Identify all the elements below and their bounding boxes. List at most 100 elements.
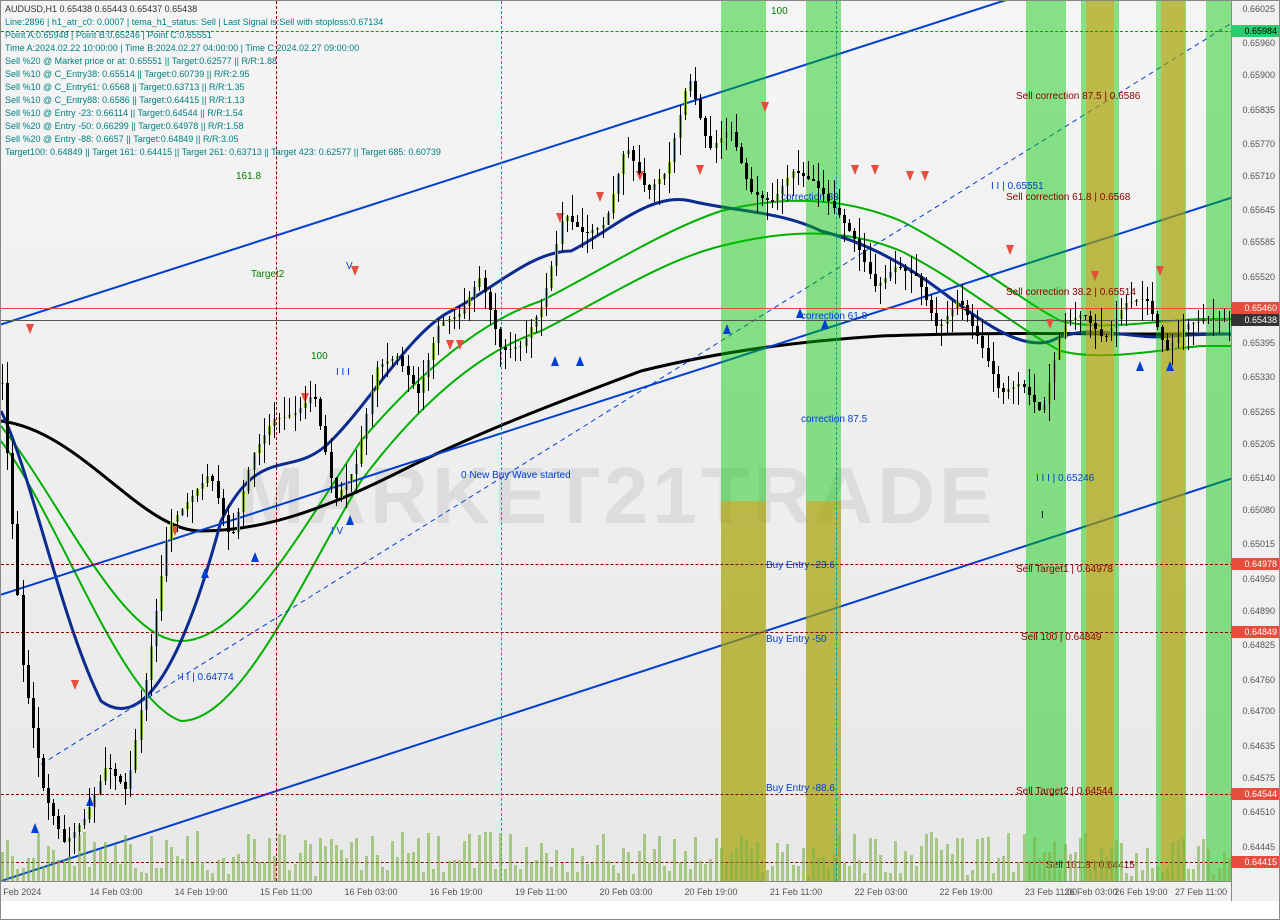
volume-bar bbox=[391, 841, 394, 881]
candle bbox=[884, 278, 887, 283]
y-tick: 0.64700 bbox=[1242, 706, 1275, 716]
candle bbox=[509, 349, 512, 350]
candle bbox=[869, 262, 872, 274]
volume-bar bbox=[47, 846, 50, 881]
info-overlay: AUDUSD,H1 0.65438 0.65443 0.65437 0.6543… bbox=[5, 3, 441, 159]
chart-annotation: correction 87.5 bbox=[801, 414, 867, 425]
volume-bar bbox=[525, 847, 528, 881]
chart-annotation: Target2 bbox=[251, 269, 284, 280]
volume-bar bbox=[1038, 858, 1041, 881]
volume-bar bbox=[617, 873, 620, 881]
candle bbox=[571, 216, 574, 221]
volume-bar bbox=[1177, 841, 1180, 881]
candle bbox=[930, 300, 933, 313]
candle bbox=[561, 221, 564, 243]
volume-bar bbox=[350, 842, 353, 881]
candle bbox=[904, 268, 907, 271]
volume-bar bbox=[925, 834, 928, 881]
volume-bar bbox=[858, 860, 861, 881]
candle bbox=[150, 646, 153, 679]
arrow-down-icon bbox=[871, 165, 879, 175]
candle bbox=[32, 698, 35, 728]
candle bbox=[134, 740, 137, 770]
volume-bar bbox=[643, 834, 646, 881]
volume-bar bbox=[874, 839, 877, 881]
candle bbox=[694, 81, 697, 99]
volume-bar bbox=[484, 832, 487, 881]
volume-bar bbox=[176, 856, 179, 881]
candle bbox=[1048, 382, 1051, 404]
volume-bar bbox=[956, 838, 959, 881]
arrow-down-icon bbox=[1091, 271, 1099, 281]
volume-bar bbox=[442, 872, 445, 881]
candle bbox=[725, 132, 728, 137]
volume-bar bbox=[288, 870, 291, 881]
volume-bar bbox=[935, 838, 938, 881]
candle bbox=[63, 829, 66, 842]
volume-bar bbox=[1218, 868, 1221, 881]
volume-bar bbox=[186, 836, 189, 881]
candle bbox=[52, 803, 55, 816]
candle bbox=[237, 512, 240, 533]
volume-bar bbox=[530, 863, 533, 881]
y-tick: 0.65520 bbox=[1242, 272, 1275, 282]
candle bbox=[781, 186, 784, 194]
candle bbox=[822, 188, 825, 195]
volume-bar bbox=[73, 866, 76, 881]
candle bbox=[314, 397, 317, 399]
candle bbox=[540, 307, 543, 317]
candle bbox=[499, 329, 502, 347]
volume-bar bbox=[191, 863, 194, 881]
volume-bar bbox=[468, 834, 471, 881]
candle bbox=[1218, 320, 1221, 321]
candle bbox=[253, 453, 256, 469]
candle bbox=[1151, 301, 1154, 314]
candle bbox=[119, 776, 122, 783]
chart-area[interactable]: MARKET21TRADE AUDUSD,H1 0.65438 0.65443 … bbox=[1, 1, 1233, 901]
volume-bar bbox=[1141, 870, 1144, 881]
candle bbox=[648, 185, 651, 190]
volume-bar bbox=[99, 850, 102, 881]
candle bbox=[981, 336, 984, 348]
y-tick: 0.64890 bbox=[1242, 606, 1275, 616]
candle bbox=[740, 147, 743, 163]
volume-bar bbox=[294, 864, 297, 881]
candle bbox=[812, 179, 815, 182]
info-row: Sell %20 @ Market price or at: 0.65551 |… bbox=[5, 55, 441, 68]
candle bbox=[283, 417, 286, 418]
volume-bar bbox=[463, 841, 466, 881]
arrow-up-icon bbox=[1136, 361, 1144, 371]
arrow-down-icon bbox=[921, 171, 929, 181]
candle bbox=[57, 816, 60, 829]
candle bbox=[432, 343, 435, 360]
volume-bar bbox=[1151, 868, 1154, 881]
volume-bar bbox=[57, 860, 60, 881]
volume-bar bbox=[340, 850, 343, 881]
candle bbox=[951, 308, 954, 316]
candle bbox=[258, 444, 261, 453]
candle bbox=[535, 317, 538, 327]
volume-bar bbox=[843, 863, 846, 881]
candle bbox=[288, 415, 291, 416]
candle bbox=[484, 278, 487, 292]
candle bbox=[335, 478, 338, 498]
volume-bar bbox=[273, 856, 276, 881]
arrow-down-icon bbox=[1046, 319, 1054, 329]
chart-container[interactable]: MARKET21TRADE AUDUSD,H1 0.65438 0.65443 … bbox=[0, 0, 1280, 920]
volume-bar bbox=[550, 867, 553, 881]
volume-bar bbox=[1146, 848, 1149, 881]
arrow-down-icon bbox=[1006, 245, 1014, 255]
candle bbox=[1012, 387, 1015, 390]
volume-bar bbox=[1100, 849, 1103, 881]
candle bbox=[940, 324, 943, 326]
candle bbox=[453, 317, 456, 320]
arrow-up-icon bbox=[551, 356, 559, 366]
volume-bar bbox=[160, 868, 163, 881]
candle bbox=[761, 195, 764, 198]
candle bbox=[1171, 343, 1174, 350]
volume-bar bbox=[365, 856, 368, 881]
arrow-down-icon bbox=[851, 165, 859, 175]
chart-annotation: I bbox=[1041, 510, 1044, 521]
volume-bar bbox=[27, 858, 30, 881]
candle bbox=[827, 194, 830, 201]
